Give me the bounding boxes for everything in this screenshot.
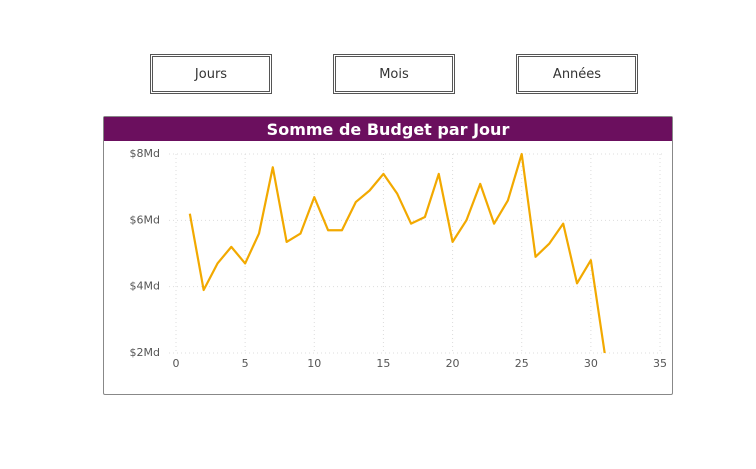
button[interactable]: Mois xyxy=(333,54,455,94)
chart-panel: Somme de Budget par Jour $2Md $4Md $6Md $8M… xyxy=(103,116,673,395)
chart: $2Md $4Md $6Md $8Md 0 5 10 15 20 25 30 35 xyxy=(130,147,667,370)
x-tick-label: 35 xyxy=(653,357,667,370)
x-tick-label: 5 xyxy=(242,357,249,370)
button[interactable]: Jours xyxy=(150,54,272,94)
x-tick-label: 0 xyxy=(173,357,180,370)
x-tick-label: 25 xyxy=(515,357,529,370)
y-tick-label: $4Md xyxy=(130,280,160,293)
y-tick-label: $6Md xyxy=(130,213,160,226)
button[interactable]: Années xyxy=(516,54,638,94)
x-tick-label: 30 xyxy=(584,357,598,370)
x-tick-label: 15 xyxy=(376,357,390,370)
y-tick-label: $8Md xyxy=(130,147,160,160)
chart-title: Somme de Budget par Jour xyxy=(104,117,672,141)
x-tick-label: 20 xyxy=(446,357,460,370)
line xyxy=(188,152,606,354)
y-tick-label: $2Md xyxy=(130,346,160,359)
x-tick-label: 10 xyxy=(307,357,321,370)
